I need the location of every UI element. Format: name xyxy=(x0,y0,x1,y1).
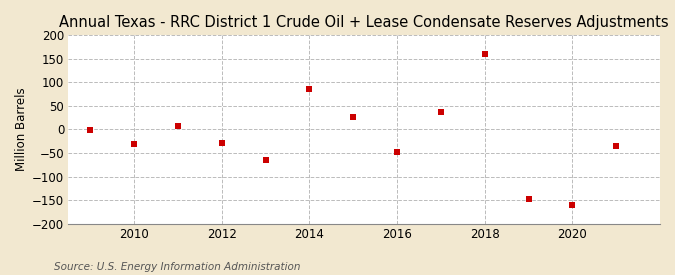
Point xyxy=(392,150,402,154)
Title: Annual Texas - RRC District 1 Crude Oil + Lease Condensate Reserves Adjustments: Annual Texas - RRC District 1 Crude Oil … xyxy=(59,15,669,30)
Point xyxy=(523,197,534,201)
Point xyxy=(173,123,184,128)
Text: Source: U.S. Energy Information Administration: Source: U.S. Energy Information Administ… xyxy=(54,262,300,272)
Point xyxy=(567,203,578,207)
Point xyxy=(611,144,622,148)
Point xyxy=(304,87,315,92)
Y-axis label: Million Barrels: Million Barrels xyxy=(15,88,28,171)
Point xyxy=(435,110,446,114)
Point xyxy=(217,141,227,145)
Point xyxy=(479,52,490,56)
Point xyxy=(85,128,96,133)
Point xyxy=(261,158,271,162)
Point xyxy=(348,115,358,119)
Point xyxy=(129,141,140,146)
